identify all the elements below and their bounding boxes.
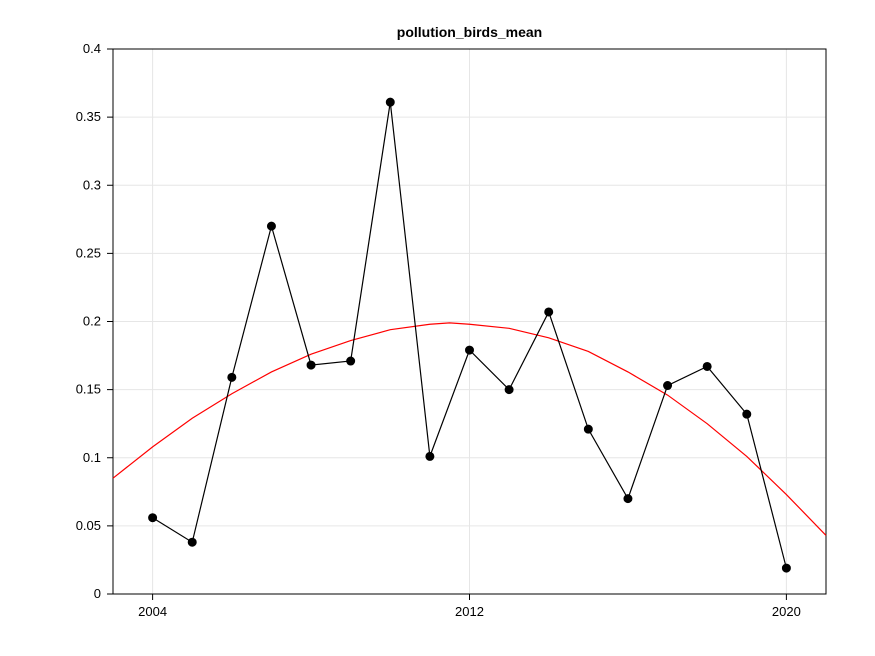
data-marker <box>624 495 632 503</box>
data-marker <box>426 452 434 460</box>
data-marker <box>703 362 711 370</box>
y-tick-label: 0.05 <box>76 518 101 533</box>
y-tick-label: 0.35 <box>76 109 101 124</box>
data-marker <box>228 373 236 381</box>
data-marker <box>664 382 672 390</box>
y-tick-label: 0.1 <box>83 450 101 465</box>
data-marker <box>188 538 196 546</box>
y-tick-label: 0 <box>94 586 101 601</box>
data-marker <box>267 222 275 230</box>
data-marker <box>149 514 157 522</box>
x-tick-label: 2004 <box>138 604 167 619</box>
data-marker <box>307 361 315 369</box>
line-chart: 2004 2012 2020 0 0.05 0.1 0.15 0.2 0.25 0.3 0.35 0.… <box>0 0 875 656</box>
y-tick-label: 0.25 <box>76 245 101 260</box>
y-tick-label: 0.4 <box>83 41 101 56</box>
data-marker <box>584 425 592 433</box>
data-marker <box>386 98 394 106</box>
x-tick-label: 2020 <box>772 604 801 619</box>
x-tick-label: 2012 <box>455 604 484 619</box>
chart-container: 2004 2012 2020 0 0.05 0.1 0.15 0.2 0.25 0.3 0.35 0.… <box>0 0 875 656</box>
data-marker <box>782 564 790 572</box>
data-marker <box>347 357 355 365</box>
y-tick-label: 0.3 <box>83 177 101 192</box>
chart-title: pollution_birds_mean <box>397 24 542 40</box>
data-marker <box>505 386 513 394</box>
y-tick-label: 0.2 <box>83 314 101 329</box>
data-marker <box>466 346 474 354</box>
data-marker <box>545 308 553 316</box>
y-tick-label: 0.15 <box>76 382 101 397</box>
data-marker <box>743 410 751 418</box>
